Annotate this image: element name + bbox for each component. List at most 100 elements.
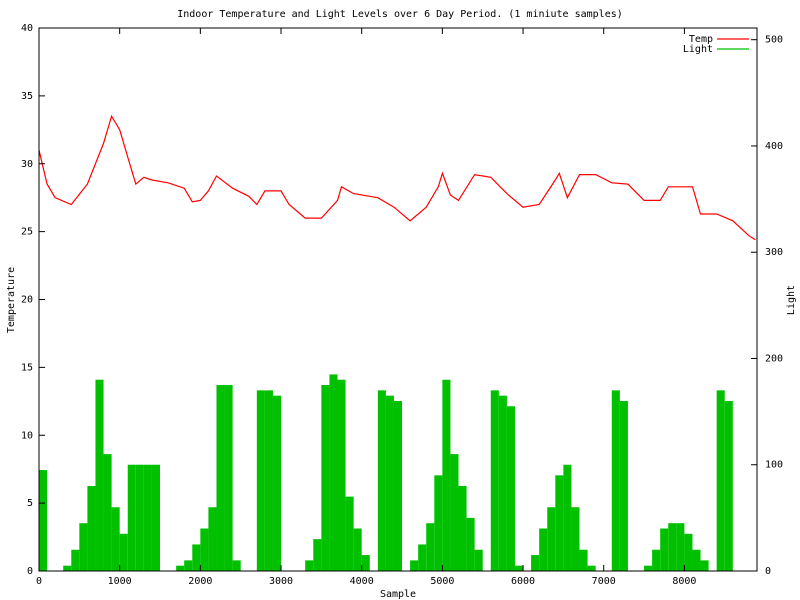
light-bar <box>103 454 112 571</box>
light-bar <box>393 400 403 571</box>
y-tick-label: 30 <box>21 159 33 170</box>
light-bar <box>111 507 120 571</box>
y-tick-label: 35 <box>21 91 33 102</box>
light-bar <box>321 385 330 571</box>
light-bar <box>506 406 515 571</box>
light-bar <box>313 539 322 571</box>
light-bar <box>216 385 225 571</box>
light-bar <box>39 470 48 571</box>
light-bar <box>337 379 346 571</box>
light-bar <box>151 464 161 571</box>
light-bar <box>264 390 273 571</box>
light-bar <box>660 528 669 571</box>
y2-tick-label: 400 <box>765 141 783 152</box>
light-bar <box>587 565 596 571</box>
light-bar <box>385 395 394 571</box>
light-bar <box>611 390 620 571</box>
light-bar <box>95 379 104 571</box>
light-bar <box>644 565 653 571</box>
light-bar <box>466 517 475 571</box>
y-tick-label: 10 <box>21 430 33 441</box>
light-bar <box>676 523 685 571</box>
light-bar <box>272 395 282 571</box>
light-bar <box>571 507 580 571</box>
light-bar <box>442 379 451 571</box>
y-tick-label: 0 <box>27 566 33 577</box>
light-bar <box>555 475 564 571</box>
light-bar <box>305 560 314 571</box>
legend-label: Temp <box>689 34 713 45</box>
light-bar <box>224 385 233 571</box>
light-bar <box>498 395 507 571</box>
light-bar <box>490 390 499 571</box>
light-bar <box>539 528 548 571</box>
light-bar <box>426 523 435 571</box>
y-axis-label: Temperature <box>6 267 17 333</box>
light-bar <box>652 549 661 571</box>
light-bar <box>192 544 201 571</box>
light-bar <box>668 523 677 571</box>
light-bar <box>184 560 193 571</box>
y2-axis-label: Light <box>786 285 797 315</box>
x-tick-label: 7000 <box>592 576 616 587</box>
y2-tick-label: 100 <box>765 460 783 471</box>
light-bar <box>547 507 556 571</box>
light-bar <box>474 549 483 571</box>
light-bar <box>692 549 701 571</box>
y2-tick-label: 200 <box>765 353 783 364</box>
light-bar <box>200 528 209 571</box>
light-bar <box>119 533 128 571</box>
y2-tick-label: 500 <box>765 35 783 46</box>
light-bar <box>434 475 443 571</box>
temp-line <box>38 114 756 241</box>
light-bar <box>329 374 338 571</box>
light-bar <box>345 496 354 571</box>
x-tick-label: 1000 <box>108 576 132 587</box>
x-tick-label: 3000 <box>269 576 293 587</box>
light-bar <box>361 555 370 571</box>
light-bar <box>377 390 386 571</box>
light-bar <box>579 549 588 571</box>
y2-tick-label: 300 <box>765 247 783 258</box>
x-tick-label: 6000 <box>511 576 535 587</box>
legend-label: Light <box>683 44 713 55</box>
light-bar <box>514 565 524 571</box>
y-tick-label: 5 <box>27 498 33 509</box>
light-bar <box>716 390 725 571</box>
light-bar <box>563 464 572 571</box>
light-bar <box>531 555 540 571</box>
x-tick-label: 0 <box>36 576 42 587</box>
light-bar <box>724 400 733 571</box>
light-bar <box>700 560 709 571</box>
x-tick-label: 4000 <box>350 576 374 587</box>
x-axis-label: Sample <box>380 589 416 600</box>
light-bar <box>143 464 152 571</box>
light-bar <box>418 544 427 571</box>
light-bar <box>256 390 265 571</box>
light-bar <box>87 485 96 571</box>
y-tick-label: 20 <box>21 295 33 306</box>
light-bar <box>176 565 185 571</box>
light-bar <box>684 533 693 571</box>
light-bar <box>619 400 628 571</box>
light-bar <box>458 485 467 571</box>
y-tick-label: 25 <box>21 227 33 238</box>
light-bar <box>135 464 144 571</box>
light-bar <box>450 454 459 571</box>
light-bar <box>71 549 80 571</box>
y-tick-label: 40 <box>21 23 33 34</box>
x-tick-label: 5000 <box>430 576 454 587</box>
chart-title: Indoor Temperature and Light Levels over… <box>177 9 623 20</box>
x-tick-label: 8000 <box>672 576 696 587</box>
light-bar <box>232 560 241 571</box>
light-bar <box>353 528 362 571</box>
x-tick-label: 2000 <box>188 576 212 587</box>
light-bar <box>63 565 72 571</box>
light-bar <box>410 560 419 571</box>
light-bar <box>127 464 136 571</box>
y2-tick-label: 0 <box>765 566 771 577</box>
y-tick-label: 15 <box>21 362 33 373</box>
light-bar <box>79 523 88 571</box>
